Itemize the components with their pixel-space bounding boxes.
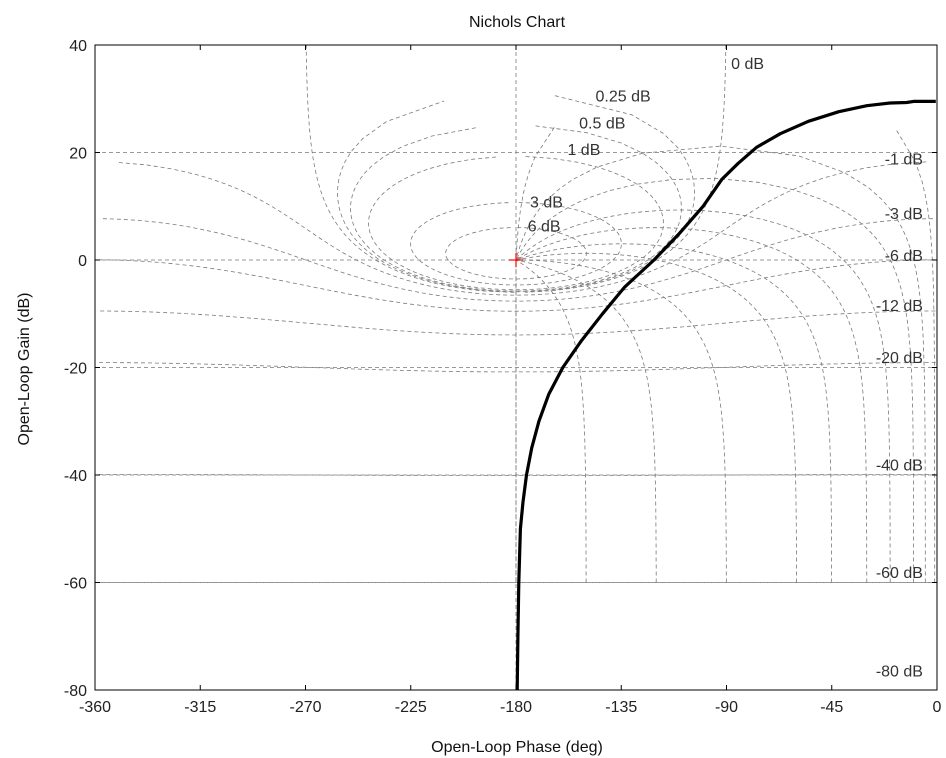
magnitude-contour-label: 1 dB bbox=[567, 142, 600, 159]
magnitude-contour-label: 0 dB bbox=[731, 56, 764, 73]
grid-phase-contour bbox=[515, 209, 891, 583]
x-tick-label: -180 bbox=[500, 699, 532, 716]
x-axis-ticks: -360 -315 -270 -225 -180 -135 -90 -45 0 bbox=[79, 45, 942, 716]
grid-phase-contour bbox=[515, 259, 657, 583]
x-tick-label: -45 bbox=[820, 699, 843, 716]
y-tick-label: 40 bbox=[69, 38, 87, 55]
y-tick-label: -80 bbox=[64, 683, 87, 700]
grid-phase-contour bbox=[516, 259, 727, 583]
grid-magnitude-contour bbox=[305, 45, 515, 293]
magnitude-contour-label: -20 dB bbox=[876, 350, 923, 367]
magnitude-contour-label: 0.5 dB bbox=[579, 115, 625, 132]
x-tick-label: -225 bbox=[395, 699, 427, 716]
y-axis-label: Open-Loop Gain (dB) bbox=[16, 293, 33, 446]
x-tick-label: -135 bbox=[605, 699, 637, 716]
magnitude-contour-label: -80 dB bbox=[876, 664, 923, 681]
x-tick-label: -360 bbox=[79, 699, 111, 716]
grid-phase-contour bbox=[515, 227, 868, 583]
closed-loop-magnitude-labels: 0 dB 0.25 dB 0.5 dB 1 dB 3 dB 6 dB -1 dB -3 dB -… bbox=[528, 56, 923, 680]
x-axis-label: Open-Loop Phase (deg) bbox=[431, 739, 603, 756]
magnitude-contour-label: 0.25 dB bbox=[596, 88, 651, 105]
grid-magnitude-contour bbox=[350, 125, 682, 292]
chart-title: Nichols Chart bbox=[469, 14, 566, 31]
grid-magnitude-contour bbox=[97, 362, 936, 373]
nichols-grid bbox=[95, 45, 937, 690]
grid-phase-contour bbox=[515, 259, 587, 583]
grid-phase-contour bbox=[896, 129, 936, 583]
magnitude-contour-label: -6 dB bbox=[885, 248, 923, 265]
grid-phase-contour bbox=[515, 243, 833, 583]
y-tick-label: 20 bbox=[69, 146, 87, 163]
grid-magnitude-contour bbox=[116, 161, 927, 296]
grid-phase-contour bbox=[515, 177, 914, 583]
grid-phase-contour bbox=[515, 252, 797, 583]
grid-magnitude-contour bbox=[98, 310, 936, 336]
magnitude-contour-label: 3 dB bbox=[530, 194, 563, 211]
open-loop-response bbox=[515, 99, 936, 691]
y-tick-label: -40 bbox=[64, 468, 87, 485]
x-tick-label: -315 bbox=[184, 699, 216, 716]
y-axis-ticks: -80 -60 -40 -20 0 20 40 bbox=[64, 38, 937, 700]
grid-phase-contour bbox=[515, 145, 926, 583]
magnitude-contour-label: -3 dB bbox=[885, 206, 923, 223]
grid-magnitude-contour bbox=[525, 45, 727, 293]
magnitude-contour-label: -60 dB bbox=[876, 565, 923, 582]
y-tick-label: -60 bbox=[64, 576, 87, 593]
grid-magnitude-contour bbox=[99, 259, 935, 312]
y-tick-label: 0 bbox=[78, 253, 87, 270]
x-tick-label: -90 bbox=[715, 699, 738, 716]
y-tick-label: -20 bbox=[64, 361, 87, 378]
critical-point-marker bbox=[509, 253, 523, 267]
magnitude-contour-label: -40 dB bbox=[876, 458, 923, 475]
grid-magnitude-contour bbox=[97, 474, 936, 476]
magnitude-contour-label: -12 dB bbox=[876, 298, 923, 315]
x-tick-label: 0 bbox=[933, 699, 942, 716]
x-tick-label: -270 bbox=[289, 699, 321, 716]
magnitude-contour-label: 6 dB bbox=[528, 219, 561, 236]
response-curve bbox=[515, 99, 936, 691]
magnitude-contour-label: -1 dB bbox=[885, 151, 923, 168]
